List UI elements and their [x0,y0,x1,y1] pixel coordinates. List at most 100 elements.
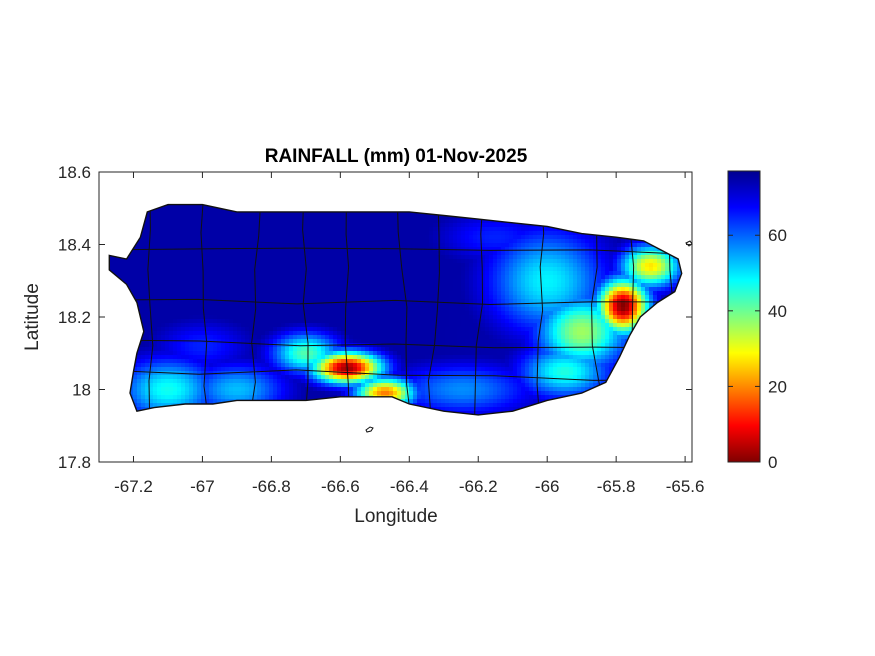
rain-cell [173,311,178,316]
rain-cell [153,211,158,216]
rain-cell [601,315,606,320]
rain-cell [625,307,630,312]
rain-cell [233,279,238,284]
rain-cell [261,271,266,276]
rain-cell [513,247,518,252]
rain-cell [265,243,270,248]
rain-cell [561,295,566,300]
rain-cell [305,247,310,252]
rain-cell [553,291,558,296]
rain-cell [221,259,226,264]
rain-cell [157,287,162,292]
rain-cell [297,327,302,332]
rain-cell [149,303,154,308]
rain-cell [377,275,382,280]
rain-cell [565,307,570,312]
rain-cell [557,307,562,312]
rain-cell [573,251,578,256]
rain-cell [577,267,582,272]
rain-cell [185,259,190,264]
rain-cell [393,215,398,220]
rain-cell [145,223,150,228]
rain-cell [389,279,394,284]
rain-cell [137,287,142,292]
rain-cell [153,295,158,300]
rain-cell [201,319,206,324]
rain-cell [541,267,546,272]
rain-cell [213,259,218,264]
rain-cell [417,255,422,260]
rain-cell [553,263,558,268]
rain-cell [281,307,286,312]
rain-cell [473,299,478,304]
rain-cell [545,227,550,232]
rain-cell [561,323,566,328]
rain-cell [601,291,606,296]
rain-cell [265,239,270,244]
rain-cell [461,235,466,240]
rain-cell [509,299,514,304]
rain-cell [157,259,162,264]
rain-cell [693,295,698,300]
rain-cell [293,319,298,324]
rain-cell [389,259,394,264]
rain-cell [433,299,438,304]
rain-cell [233,263,238,268]
rain-cell [389,223,394,228]
rain-cell [493,255,498,260]
rain-cell [349,303,354,308]
rain-cell [641,307,646,312]
rain-cell [417,243,422,248]
rain-cell [389,247,394,252]
rain-cell [213,287,218,292]
rain-cell [325,279,330,284]
rain-cell [429,227,434,232]
rain-cell [389,319,394,324]
rain-cell [177,327,182,332]
rain-cell [477,319,482,324]
rain-cell [589,271,594,276]
rain-cell [529,295,534,300]
rain-cell [265,227,270,232]
rain-cell [589,323,594,328]
rain-cell [185,219,190,224]
rain-cell [497,295,502,300]
rain-cell [281,299,286,304]
rain-cell [641,267,646,272]
rain-cell [421,271,426,276]
rain-cell [693,211,698,216]
rain-cell [261,275,266,280]
rain-cell [329,243,334,248]
rain-cell [261,279,266,284]
rain-cell [493,259,498,264]
rain-cell [289,275,294,280]
rain-cell [529,275,534,280]
rain-cell [281,223,286,228]
rain-cell [237,291,242,296]
rain-cell [109,267,114,272]
rain-cell [369,223,374,228]
rain-cell [333,247,338,252]
rain-cell [145,219,150,224]
rain-cell [605,267,610,272]
rain-cell [377,295,382,300]
rain-cell [405,279,410,284]
rain-cell [425,251,430,256]
rain-cell [605,303,610,308]
rain-cell [497,263,502,268]
rain-cell [361,259,366,264]
rain-cell [613,275,618,280]
rain-cell [517,239,522,244]
rain-cell [393,239,398,244]
rain-cell [325,315,330,320]
rain-cell [169,303,174,308]
rain-cell [221,267,226,272]
rain-cell [693,207,698,212]
rain-cell [509,295,514,300]
rain-cell [125,279,130,284]
rain-cell [549,323,554,328]
rain-cell [253,219,258,224]
rain-cell [181,267,186,272]
rain-cell [285,319,290,324]
rain-cell [121,271,126,276]
